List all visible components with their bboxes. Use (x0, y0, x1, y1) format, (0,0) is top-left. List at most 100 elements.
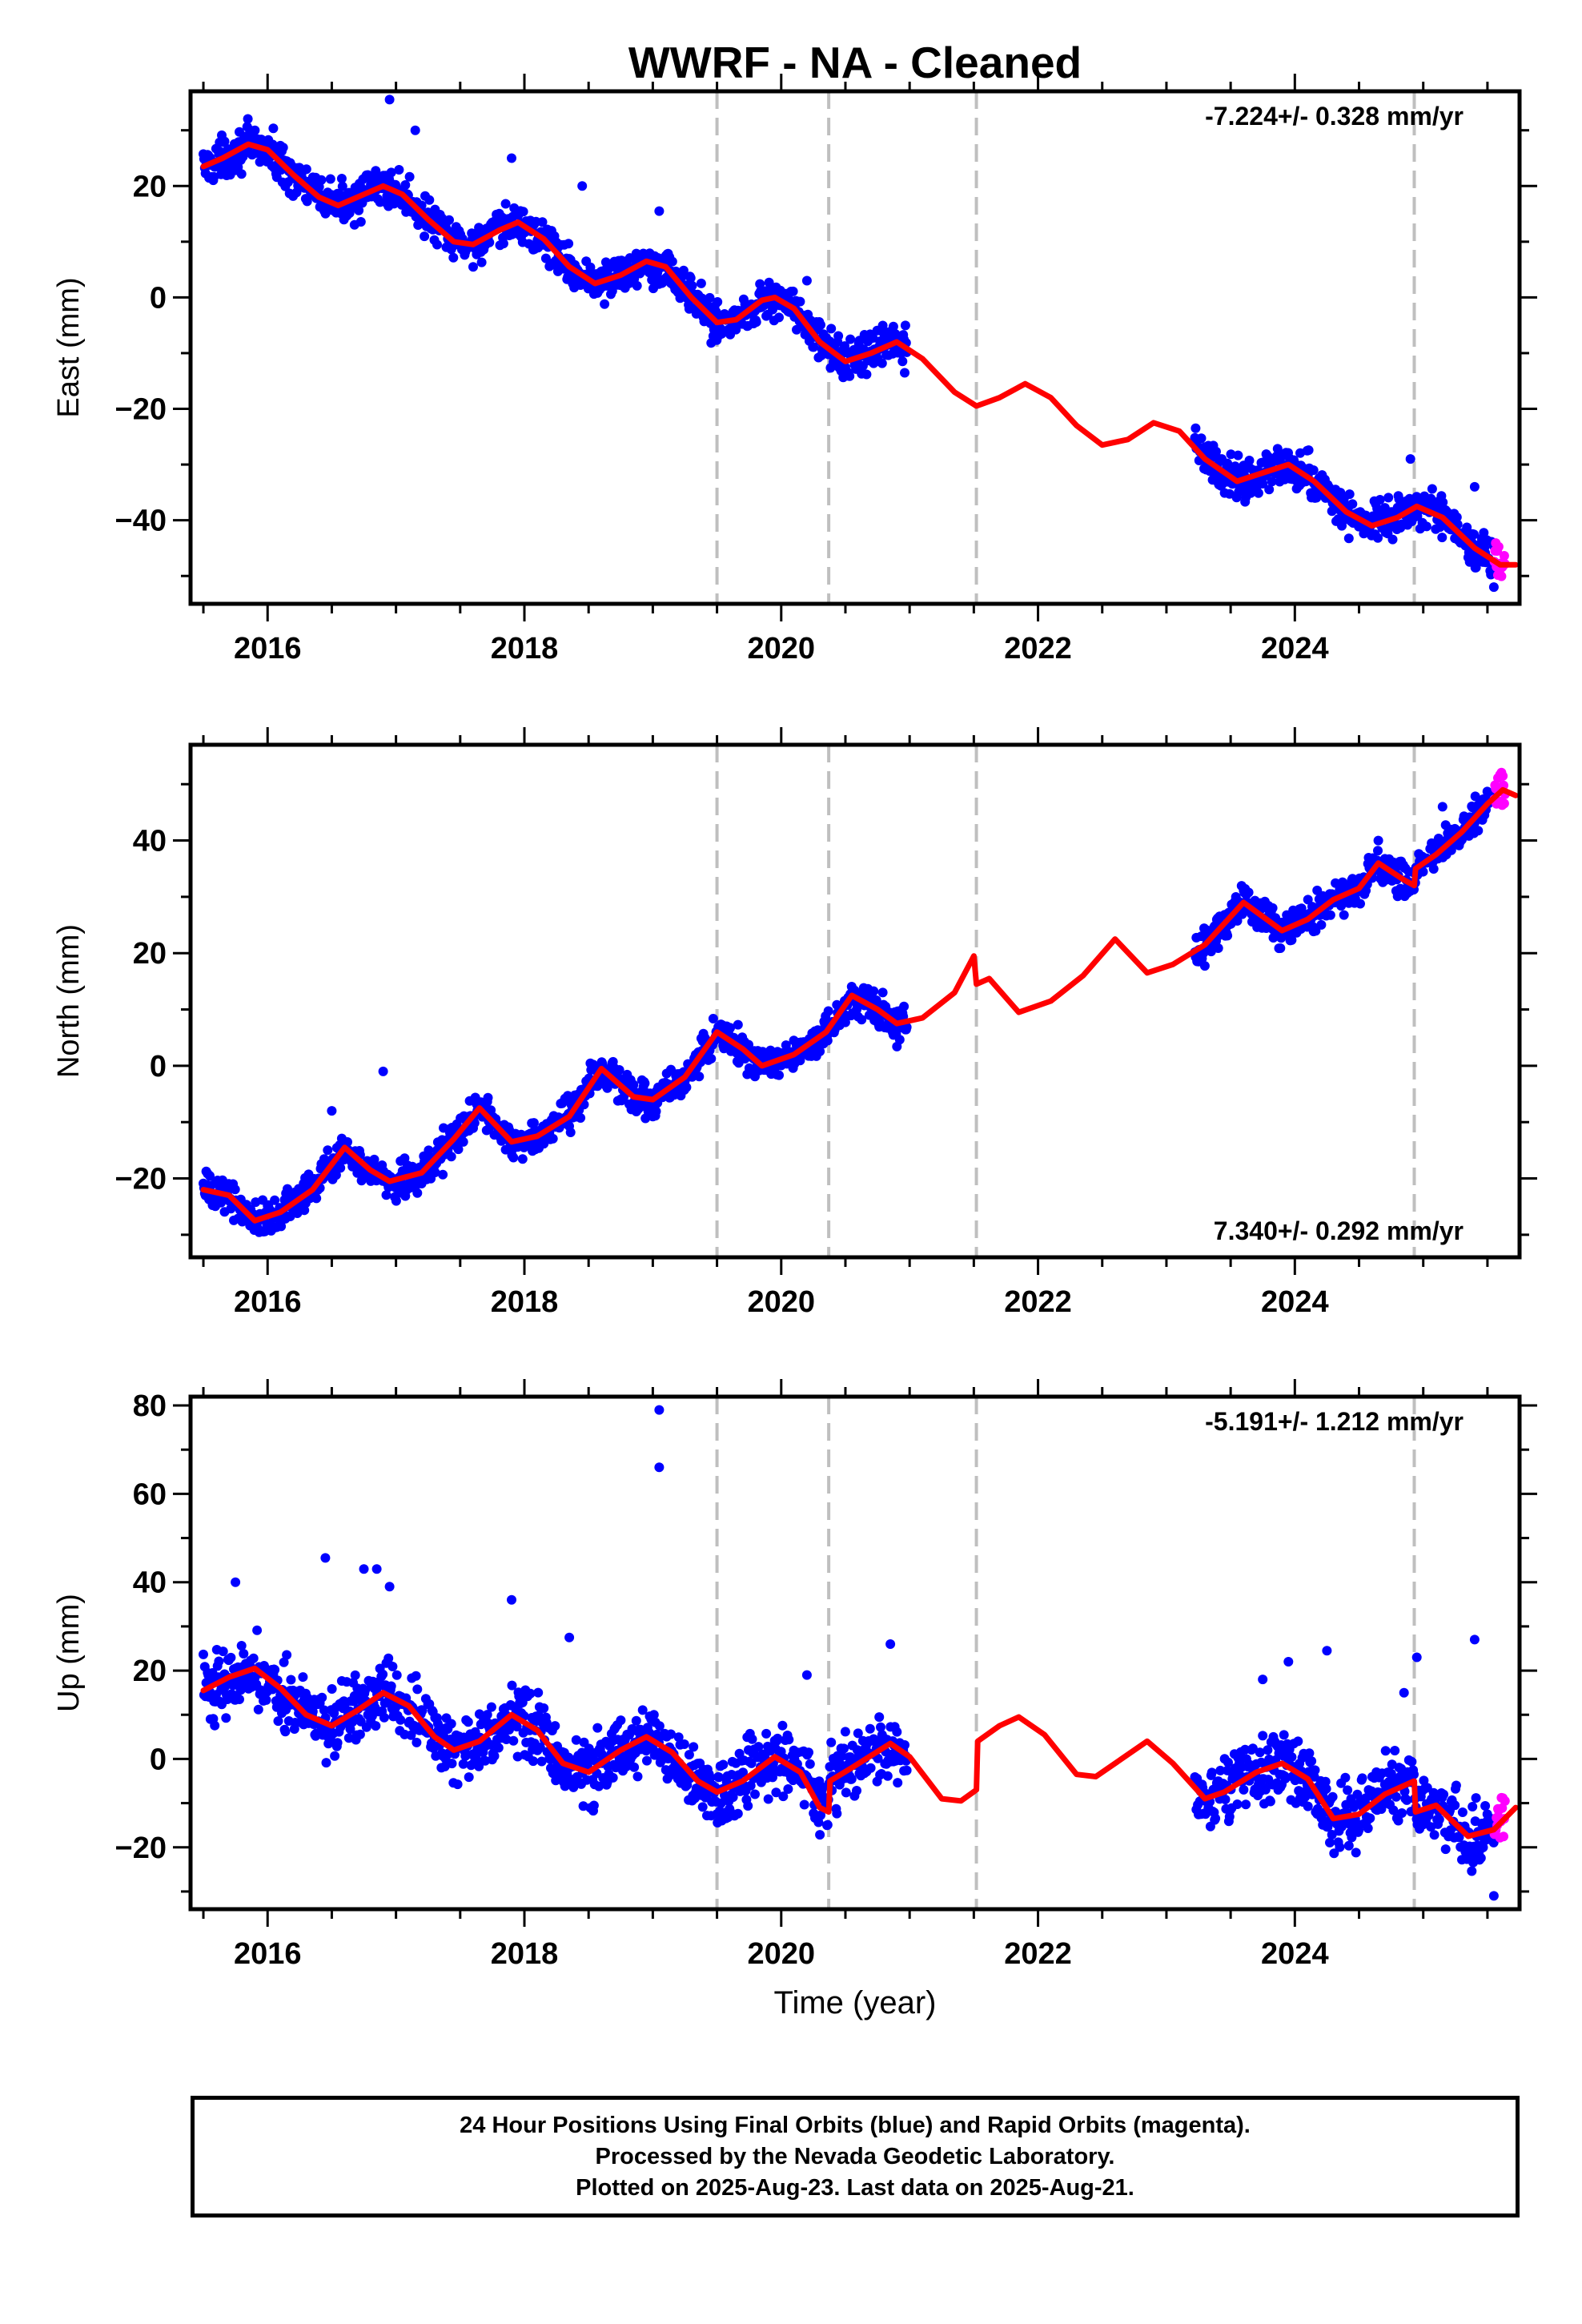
final-orbit-point (243, 114, 253, 124)
final-orbit-point (823, 1006, 833, 1016)
y-tick-label: 40 (133, 1566, 167, 1600)
final-orbit-point (321, 1758, 331, 1768)
rapid-orbit-point (1499, 551, 1509, 561)
final-orbit-point (1232, 1799, 1243, 1809)
final-orbit-point (629, 1762, 640, 1772)
final-orbit-point (446, 1152, 456, 1162)
final-orbit-point (396, 1715, 406, 1725)
final-orbit-point (453, 1144, 464, 1155)
final-orbit-point (1419, 1775, 1429, 1786)
final-orbit-point (424, 195, 435, 205)
final-orbit-point (1375, 495, 1385, 505)
final-orbit-point (1244, 456, 1255, 465)
final-orbit-point (1450, 1800, 1460, 1811)
final-orbit-point (865, 1723, 875, 1734)
final-orbit-point (320, 1553, 331, 1563)
scatter-points (199, 94, 1510, 593)
final-orbit-point (205, 1171, 215, 1181)
final-orbit-point (386, 1681, 396, 1691)
final-orbit-point (1418, 866, 1428, 877)
final-orbit-point (452, 1779, 463, 1790)
final-orbit-point (1311, 926, 1321, 936)
final-orbit-point (1469, 529, 1479, 540)
final-orbit-point (210, 1720, 220, 1731)
final-orbit-point (381, 1190, 391, 1200)
final-orbit-point (1462, 522, 1472, 533)
final-orbit-point (648, 1710, 659, 1720)
final-orbit-point (1316, 919, 1327, 930)
final-orbit-point (696, 278, 706, 288)
final-orbit-point (1233, 450, 1243, 460)
final-orbit-point (550, 1721, 560, 1731)
final-orbit-point (1226, 449, 1236, 460)
final-orbit-point (253, 1704, 263, 1715)
final-orbit-point (1199, 961, 1210, 971)
final-orbit-point (826, 324, 837, 334)
final-orbit-point (1437, 802, 1447, 812)
final-orbit-point (1321, 1783, 1331, 1794)
final-orbit-point (1303, 1801, 1313, 1811)
final-orbit-point (845, 334, 856, 344)
x-tick-label: 2020 (748, 1937, 816, 1971)
final-orbit-point (199, 1649, 208, 1659)
y-tick-label: 20 (133, 937, 167, 971)
x-tick-label: 2018 (491, 1937, 559, 1971)
rapid-orbit-point (1493, 541, 1504, 552)
final-orbit-point (1468, 1802, 1478, 1811)
final-orbit-point (678, 265, 689, 275)
final-orbit-point (1434, 1815, 1444, 1824)
final-orbit-point (1247, 1743, 1258, 1754)
final-orbit-point (608, 1772, 618, 1783)
final-orbit-point (482, 1710, 492, 1720)
final-orbit-point (391, 1196, 401, 1206)
final-orbit-point (746, 1758, 757, 1768)
final-orbit-point (728, 1792, 738, 1803)
final-orbit-point (1258, 1731, 1268, 1741)
final-orbit-point (718, 1759, 729, 1770)
final-orbit-point (282, 1650, 292, 1660)
x-tick-label: 2018 (491, 1285, 559, 1319)
final-orbit-point (394, 165, 404, 175)
final-orbit-point (687, 280, 697, 291)
final-orbit-point (839, 1743, 849, 1754)
final-orbit-point (576, 1113, 586, 1123)
final-orbit-point (355, 217, 366, 227)
final-orbit-point (387, 1662, 398, 1671)
final-orbit-point (219, 136, 230, 147)
final-orbit-point (865, 1763, 876, 1773)
final-orbit-point (885, 1639, 896, 1649)
final-orbit-point (400, 180, 411, 190)
final-orbit-point (733, 1019, 743, 1030)
final-orbit-point (359, 1564, 369, 1574)
y-tick-label: 80 (133, 1389, 167, 1423)
final-orbit-point (448, 252, 459, 263)
final-orbit-point (236, 169, 247, 179)
y-tick-label: 20 (133, 1655, 167, 1688)
final-orbit-point (857, 1015, 867, 1025)
final-orbit-point (837, 1751, 847, 1761)
final-orbit-point (1428, 864, 1439, 874)
final-orbit-point (673, 1732, 684, 1743)
final-orbit-point (773, 1733, 783, 1743)
final-orbit-point (771, 1787, 781, 1798)
final-orbit-point (498, 239, 508, 249)
final-orbit-point (417, 1706, 428, 1715)
final-orbit-point (1357, 1773, 1367, 1783)
final-orbit-point (410, 125, 420, 135)
final-orbit-point (1267, 903, 1278, 913)
final-orbit-point (1373, 846, 1383, 856)
final-orbit-point (279, 1657, 289, 1667)
final-orbit-point (1293, 1736, 1303, 1747)
final-orbit-point (1440, 1844, 1451, 1855)
final-orbit-point (1380, 1746, 1391, 1756)
final-orbit-point (226, 1652, 236, 1663)
final-orbit-point (588, 1800, 599, 1811)
final-orbit-point (301, 164, 311, 175)
final-orbit-point (391, 1670, 402, 1680)
final-orbit-point (420, 231, 430, 242)
final-orbit-point (684, 1750, 694, 1760)
final-orbit-point (846, 1774, 857, 1784)
final-orbit-point (1471, 1793, 1481, 1803)
final-orbit-point (565, 1128, 576, 1137)
final-orbit-point (327, 1684, 337, 1694)
